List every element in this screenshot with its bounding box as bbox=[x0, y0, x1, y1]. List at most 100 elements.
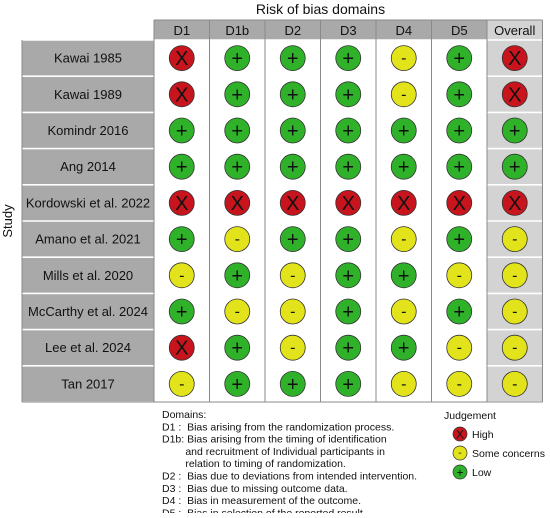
judgement-some-concerns bbox=[224, 226, 251, 253]
domain-description: D2 : Bias due to deviations from intende… bbox=[162, 471, 417, 483]
judgement-some-concerns bbox=[501, 370, 528, 397]
study-label: Ang 2014 bbox=[60, 159, 116, 174]
judgement-symbol: - bbox=[401, 304, 406, 321]
judgement-symbol: X bbox=[175, 48, 188, 70]
judgement-low bbox=[224, 370, 251, 397]
judgement-symbol: - bbox=[401, 50, 406, 67]
judgement-symbol: + bbox=[342, 265, 354, 287]
judgement-low bbox=[335, 226, 362, 253]
judgement-low bbox=[335, 117, 362, 144]
judgement-symbol: + bbox=[342, 157, 354, 179]
judgement-low bbox=[168, 226, 195, 253]
study-label: Mills et al. 2020 bbox=[43, 268, 133, 283]
judgement-low bbox=[446, 117, 473, 144]
legend-symbol: - bbox=[458, 448, 461, 459]
judgement-low bbox=[335, 334, 362, 361]
judgement-symbol: + bbox=[231, 121, 243, 143]
judgement-symbol: X bbox=[286, 193, 299, 215]
judgement-some-concerns bbox=[501, 298, 528, 325]
column-header: D1b bbox=[225, 23, 249, 38]
judgement-symbol: X bbox=[508, 48, 521, 70]
judgement-some-concerns bbox=[168, 262, 195, 289]
judgement-symbol: + bbox=[176, 302, 188, 324]
judgement-symbol: - bbox=[290, 340, 295, 357]
judgement-symbol: - bbox=[401, 231, 406, 248]
judgement-symbol: X bbox=[397, 193, 410, 215]
judgement-symbol: + bbox=[287, 229, 299, 251]
judgement-symbol: - bbox=[512, 304, 517, 321]
judgement-high bbox=[168, 45, 195, 71]
judgement-symbol: + bbox=[398, 265, 410, 287]
judgement-high bbox=[279, 189, 306, 216]
y-axis-label: Study bbox=[0, 204, 15, 238]
judgement-symbol: X bbox=[231, 193, 244, 215]
judgement-some-concerns bbox=[390, 298, 417, 325]
judgement-high bbox=[224, 189, 251, 216]
judgement-high bbox=[446, 189, 473, 216]
judgement-some-concerns bbox=[501, 262, 528, 289]
judgement-low bbox=[446, 81, 473, 108]
judgement-symbol: + bbox=[231, 48, 243, 70]
judgement-symbol: X bbox=[175, 193, 188, 215]
judgement-symbol: X bbox=[175, 84, 188, 106]
judgement-low bbox=[279, 226, 306, 253]
judgement-low bbox=[446, 226, 473, 253]
study-label: Lee et al. 2024 bbox=[45, 340, 131, 355]
judgement-low bbox=[279, 153, 306, 180]
column-header: Overall bbox=[494, 23, 535, 38]
legend-title: Judgement bbox=[444, 410, 496, 422]
judgement-symbol: + bbox=[231, 84, 243, 106]
judgement-symbol: X bbox=[453, 193, 466, 215]
judgement-symbol: - bbox=[235, 231, 240, 248]
judgement-low bbox=[446, 298, 473, 325]
judgement-symbol: + bbox=[287, 374, 299, 396]
judgement-symbol: + bbox=[287, 121, 299, 143]
judgement-low bbox=[446, 153, 473, 180]
judgement-high bbox=[168, 81, 195, 108]
judgement-symbol: + bbox=[176, 157, 188, 179]
judgement-symbol: + bbox=[231, 265, 243, 287]
judgement-symbol: + bbox=[342, 121, 354, 143]
judgement-high bbox=[168, 334, 195, 361]
judgement-symbol: X bbox=[508, 84, 521, 106]
judgement-symbol: - bbox=[512, 267, 517, 284]
judgement-symbol: + bbox=[453, 121, 465, 143]
judgement-low bbox=[335, 153, 362, 180]
judgement-symbol: + bbox=[453, 157, 465, 179]
judgement-low bbox=[446, 45, 473, 71]
legend-label: High bbox=[472, 429, 494, 441]
judgement-some-concerns bbox=[501, 334, 528, 361]
judgement-low bbox=[279, 45, 306, 71]
judgement-low bbox=[335, 298, 362, 325]
domain-description: D1 : Bias arising from the randomization… bbox=[162, 421, 394, 433]
judgement-low bbox=[168, 298, 195, 325]
judgement-low bbox=[279, 81, 306, 108]
column-header: D3 bbox=[340, 23, 357, 38]
judgement-high bbox=[168, 189, 195, 216]
study-label: McCarthy et al. 2024 bbox=[28, 304, 148, 319]
legend-marker bbox=[452, 464, 468, 480]
study-label: Tan 2017 bbox=[61, 376, 115, 391]
judgement-low bbox=[224, 334, 251, 361]
judgement-low bbox=[390, 153, 417, 180]
column-header: D5 bbox=[451, 23, 468, 38]
judgement-symbol: - bbox=[457, 376, 462, 393]
column-header: D2 bbox=[284, 23, 301, 38]
judgement-low bbox=[390, 334, 417, 361]
judgement-symbol: X bbox=[175, 338, 188, 360]
judgement-low bbox=[168, 153, 195, 180]
judgement-symbol: + bbox=[231, 374, 243, 396]
judgement-symbol: + bbox=[342, 229, 354, 251]
judgement-high bbox=[390, 189, 417, 216]
judgement-low bbox=[224, 45, 251, 71]
judgement-symbol: X bbox=[508, 193, 521, 215]
judgement-low bbox=[168, 117, 195, 144]
judgement-symbol: - bbox=[457, 340, 462, 357]
judgement-symbol: + bbox=[176, 121, 188, 143]
judgement-symbol: - bbox=[401, 376, 406, 393]
judgement-symbol: + bbox=[509, 157, 521, 179]
judgement-low bbox=[224, 117, 251, 144]
judgement-low bbox=[224, 153, 251, 180]
